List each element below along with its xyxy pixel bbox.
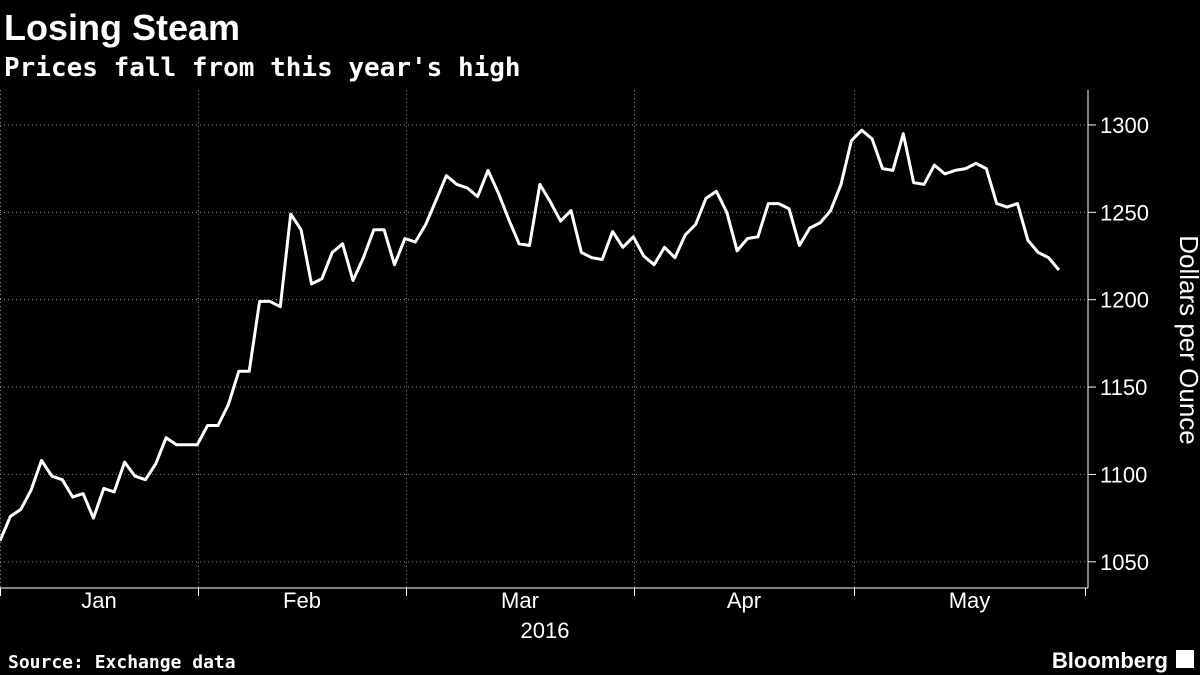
y-tick-label: 1200 xyxy=(1100,288,1149,313)
y-tick-label: 1150 xyxy=(1100,375,1147,400)
x-tick-label: May xyxy=(949,588,991,613)
chart-subtitle: Prices fall from this year's high xyxy=(4,53,521,83)
x-tick-label: Mar xyxy=(501,588,539,613)
brand-icon xyxy=(1176,650,1194,668)
x-tick-label: Jan xyxy=(81,588,116,613)
y-tick-label: 1250 xyxy=(1100,200,1149,225)
x-year-label: 2016 xyxy=(521,618,570,643)
x-tick-label: Feb xyxy=(283,588,321,613)
source: Source: Exchange data xyxy=(8,652,236,673)
y-tick-label: 1300 xyxy=(1100,113,1149,138)
x-tick-label: Apr xyxy=(727,588,761,613)
price-line xyxy=(0,128,1061,542)
y-axis-title: Dollars per Ounce xyxy=(1174,235,1200,445)
brand: Bloomberg xyxy=(1052,648,1168,673)
chart-title: Losing Steam xyxy=(4,7,240,48)
y-tick-label: 1050 xyxy=(1100,550,1149,575)
y-tick-label: 1100 xyxy=(1100,462,1147,487)
